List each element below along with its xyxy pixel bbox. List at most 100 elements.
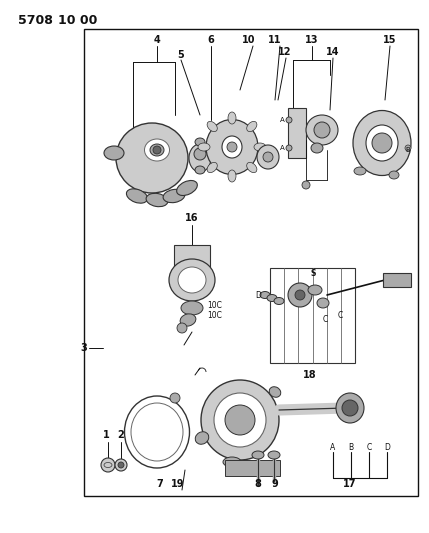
Circle shape: [118, 462, 124, 468]
Text: 2: 2: [118, 430, 124, 440]
Text: 14: 14: [326, 47, 340, 57]
Bar: [225, 460, 280, 476]
Ellipse shape: [214, 393, 266, 447]
Ellipse shape: [306, 115, 338, 145]
Ellipse shape: [317, 298, 329, 308]
Ellipse shape: [146, 193, 168, 207]
Circle shape: [295, 290, 305, 300]
Ellipse shape: [104, 146, 124, 160]
Ellipse shape: [195, 166, 205, 174]
Ellipse shape: [207, 122, 218, 132]
Text: S: S: [310, 269, 316, 278]
Circle shape: [177, 323, 187, 333]
Ellipse shape: [274, 297, 284, 304]
Bar: [288, 108, 306, 158]
Text: C: C: [322, 316, 328, 325]
Ellipse shape: [260, 292, 270, 298]
Text: 3: 3: [80, 343, 87, 353]
Ellipse shape: [207, 163, 218, 173]
Text: 1: 1: [103, 430, 109, 440]
Text: 6: 6: [208, 35, 214, 45]
Bar: [383, 273, 411, 287]
Text: D: D: [255, 292, 261, 301]
Text: 10 00: 10 00: [58, 14, 97, 27]
Text: A: A: [280, 145, 284, 151]
Ellipse shape: [247, 163, 257, 173]
Ellipse shape: [189, 144, 211, 172]
Ellipse shape: [267, 295, 277, 302]
Text: D: D: [384, 442, 390, 451]
Circle shape: [263, 152, 273, 162]
Bar: [84, 29, 418, 496]
Text: A: A: [280, 117, 284, 123]
Ellipse shape: [254, 143, 266, 151]
Circle shape: [286, 145, 292, 151]
Ellipse shape: [169, 259, 215, 301]
Text: 5: 5: [178, 50, 184, 60]
Text: 8: 8: [254, 479, 261, 489]
Ellipse shape: [163, 189, 185, 203]
Ellipse shape: [198, 143, 210, 151]
Circle shape: [227, 142, 237, 152]
Circle shape: [302, 181, 310, 189]
Ellipse shape: [353, 110, 411, 175]
Ellipse shape: [222, 136, 242, 158]
Circle shape: [115, 459, 127, 471]
Text: 4: 4: [154, 35, 160, 45]
Text: 11: 11: [268, 35, 282, 45]
Ellipse shape: [195, 432, 209, 445]
Circle shape: [170, 393, 180, 403]
Circle shape: [194, 148, 206, 160]
Ellipse shape: [311, 143, 323, 153]
Ellipse shape: [223, 457, 241, 467]
Ellipse shape: [257, 145, 279, 169]
Text: 12: 12: [278, 47, 292, 57]
Text: 15: 15: [383, 35, 397, 45]
Text: 19: 19: [171, 479, 185, 489]
Ellipse shape: [150, 144, 164, 156]
Ellipse shape: [145, 139, 169, 161]
Bar: [270, 268, 355, 363]
Text: B: B: [406, 147, 411, 153]
Ellipse shape: [269, 387, 281, 397]
Text: 16: 16: [185, 213, 199, 223]
Ellipse shape: [247, 122, 257, 132]
Bar: [174, 245, 210, 267]
Circle shape: [288, 283, 312, 307]
Circle shape: [286, 117, 292, 123]
Ellipse shape: [308, 285, 322, 295]
Ellipse shape: [252, 451, 264, 459]
Ellipse shape: [178, 267, 206, 293]
Circle shape: [225, 405, 255, 435]
Circle shape: [405, 145, 411, 151]
Text: 10C: 10C: [208, 311, 223, 319]
Text: 10: 10: [242, 35, 256, 45]
Ellipse shape: [127, 189, 148, 203]
Circle shape: [372, 133, 392, 153]
Circle shape: [314, 122, 330, 138]
Ellipse shape: [354, 167, 366, 175]
Ellipse shape: [116, 123, 188, 193]
Ellipse shape: [366, 125, 398, 161]
Ellipse shape: [228, 170, 236, 182]
Circle shape: [153, 146, 161, 154]
Text: A: A: [330, 442, 335, 451]
Ellipse shape: [268, 451, 280, 459]
Ellipse shape: [201, 380, 279, 460]
Text: 9: 9: [272, 479, 278, 489]
Text: 7: 7: [157, 479, 163, 489]
Ellipse shape: [181, 301, 203, 315]
Text: C: C: [337, 311, 343, 319]
Text: C: C: [366, 442, 372, 451]
Ellipse shape: [177, 181, 197, 196]
Ellipse shape: [336, 393, 364, 423]
Text: 18: 18: [303, 370, 317, 380]
Ellipse shape: [206, 119, 258, 174]
Circle shape: [101, 458, 115, 472]
Ellipse shape: [180, 314, 196, 326]
Ellipse shape: [389, 171, 399, 179]
Text: 17: 17: [343, 479, 357, 489]
Text: 13: 13: [305, 35, 319, 45]
Ellipse shape: [228, 112, 236, 124]
Text: B: B: [348, 442, 353, 451]
